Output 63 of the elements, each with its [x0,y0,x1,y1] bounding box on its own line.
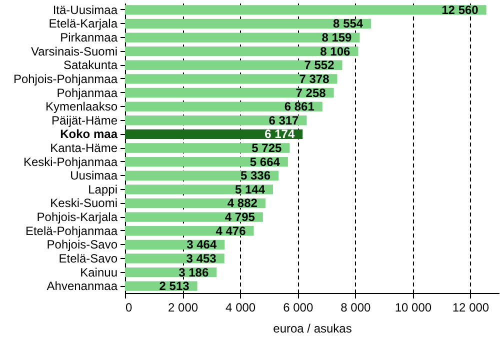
bar [125,18,372,29]
bar [125,143,290,153]
data-label: 5 336 [240,168,271,183]
data-label: 4 882 [227,196,258,210]
bar [125,60,342,70]
x-tick-label: 8 000 [340,300,371,314]
data-label: 4 476 [216,224,246,238]
data-label: 6 317 [268,113,300,128]
data-label: 3 464 [186,238,217,252]
y-tick-label: Pirkanmaa [60,30,118,45]
y-tick-label: Etelä-Karjala [48,16,118,31]
data-label: 8 554 [333,16,364,31]
bar [125,129,303,140]
y-tick-label: Kanta-Häme [50,141,118,155]
x-tick-label: 2 000 [168,300,198,314]
x-tick-label: 12 000 [452,300,490,314]
x-tick-label: 0 [126,300,132,314]
data-label: 6 861 [284,100,315,114]
x-tick-label: 10 000 [394,300,432,314]
bar [125,102,322,112]
y-tick-label: Koko maa [60,127,118,142]
data-label: 3 186 [178,265,209,280]
data-label: 7 258 [296,86,326,100]
y-tick-label: Varsinais-Suomi [31,44,118,58]
bar [125,116,307,126]
data-label: 4 795 [224,210,256,224]
bar [125,74,338,84]
y-tick-label: Ahvenanmaa [46,279,118,294]
x-axis-title: euroa / asukas [273,322,352,336]
data-label: 3 453 [186,251,217,266]
data-label: 8 106 [320,44,351,58]
y-tick-label: Kainuu [80,265,118,280]
y-tick-label: Lappi [88,182,118,196]
bar [125,212,263,222]
y-tick-label: Päijät-Häme [51,113,118,128]
data-label: 5 725 [252,141,282,155]
bar [125,88,334,98]
data-label: 6 174 [264,127,295,142]
x-tick-label: 6 000 [283,300,314,314]
data-label: 8 159 [322,30,352,45]
y-tick-label: Keski-Pohjanmaa [23,154,118,169]
y-tick-label: Uusimaa [70,168,118,183]
data-label: 5 144 [234,182,266,196]
y-tick-label: Pohjois-Pohjanmaa [13,72,118,86]
y-tick-label: Itä-Uusimaa [52,2,118,17]
data-label: 2 513 [159,279,190,294]
y-tick-label: Pohjois-Karjala [36,210,118,224]
y-tick-label: Satakunta [63,58,118,72]
data-label: 12 560 [442,2,479,17]
x-tick-label: 4 000 [226,300,256,314]
y-tick-label: Pohjanmaa [56,86,118,100]
bar [125,32,360,42]
bar [125,184,273,194]
y-tick-label: Etelä-Savo [58,251,118,266]
data-label: 7 552 [304,58,335,72]
bar [125,46,358,56]
y-tick-label: Etelä-Pohjanmaa [25,224,118,238]
data-label: 7 378 [299,72,330,86]
y-tick-label: Keski-Suomi [50,196,118,210]
y-tick-label: Kymenlaakso [45,100,118,114]
data-label: 5 664 [250,154,280,169]
bar [125,5,486,15]
y-tick-label: Pohjois-Savo [46,238,118,252]
